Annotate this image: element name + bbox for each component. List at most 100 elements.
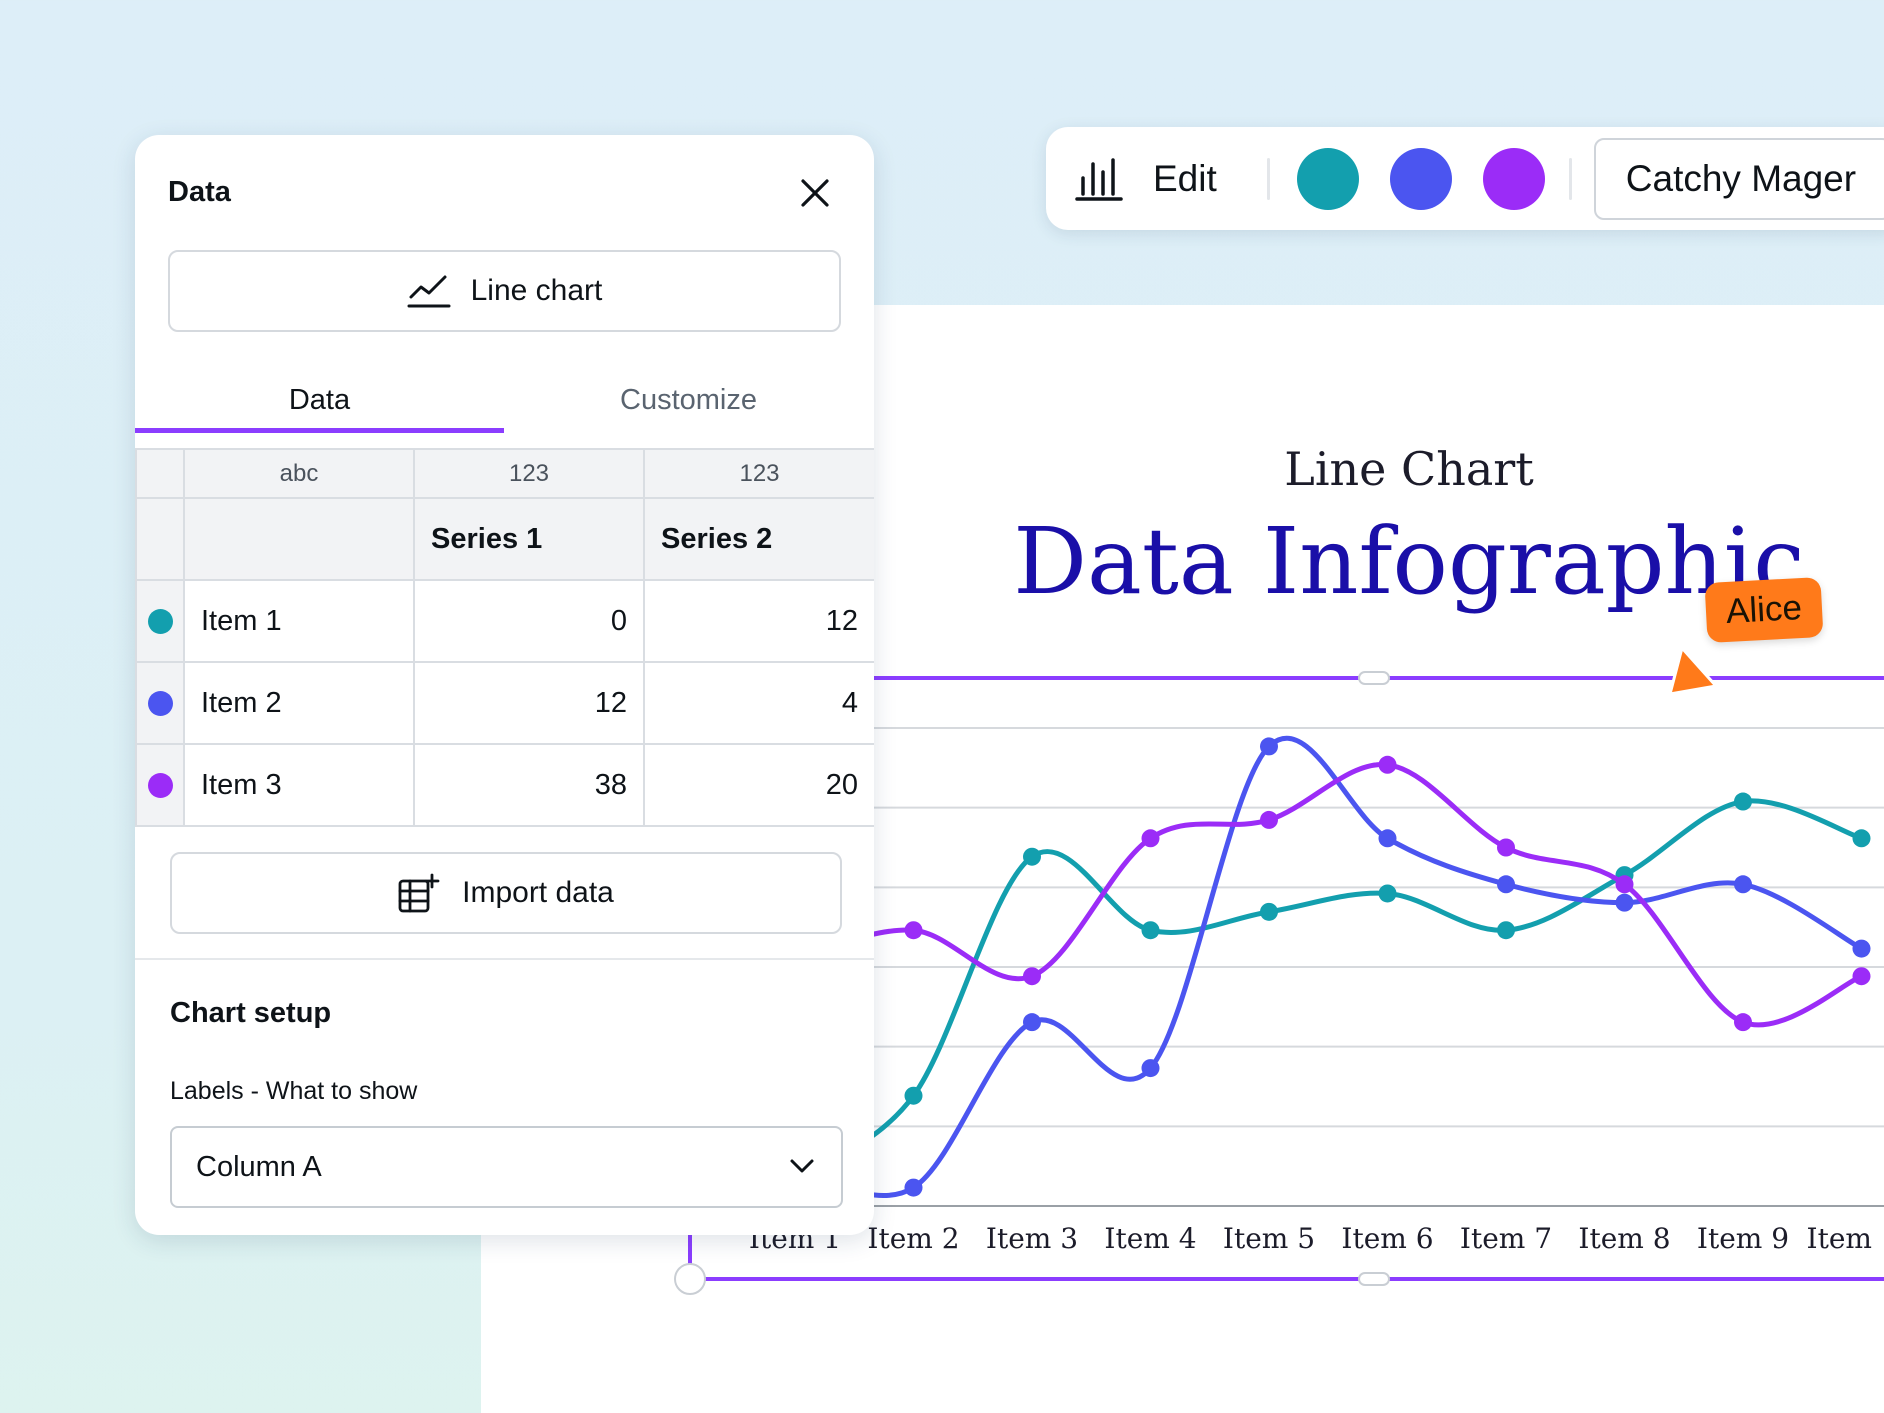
panel-title: Data	[168, 176, 231, 208]
data-point[interactable]	[1260, 810, 1278, 829]
labels-select-value: Column A	[196, 1150, 322, 1183]
x-tick-label: Item 2	[867, 1222, 959, 1255]
x-tick-label: Item 9	[1697, 1222, 1789, 1255]
data-point[interactable]	[1141, 1059, 1160, 1078]
value-cell[interactable]: 20	[643, 743, 874, 827]
chart-type-button[interactable]: Line chart	[168, 250, 841, 332]
row-gutter	[135, 448, 185, 499]
data-point[interactable]	[1260, 902, 1278, 921]
data-point[interactable]	[1734, 792, 1752, 811]
row-label-cell[interactable]: Item 1	[183, 579, 415, 663]
resize-handle-corner[interactable]	[674, 1263, 706, 1295]
header-cell[interactable]	[183, 497, 415, 581]
import-data-label: Import data	[462, 876, 614, 909]
data-point[interactable]	[1497, 921, 1515, 940]
bar-chart-icon	[1075, 157, 1123, 201]
row-label-cell[interactable]: Item 3	[183, 743, 415, 827]
toolbar-divider	[1266, 157, 1270, 200]
data-point[interactable]	[1378, 884, 1397, 903]
color-swatch-teal[interactable]	[1296, 147, 1359, 210]
row-color-cell[interactable]	[135, 579, 185, 663]
table-row: Item 2 12 4	[135, 661, 874, 745]
data-point[interactable]	[1734, 1013, 1752, 1032]
row-color-cell[interactable]	[135, 743, 185, 827]
data-point[interactable]	[1852, 829, 1871, 848]
import-data-button[interactable]: Import data	[170, 852, 842, 934]
data-point[interactable]	[1378, 755, 1397, 774]
row-label-cell[interactable]: Item 2	[183, 661, 415, 745]
column-type-cell[interactable]: 123	[413, 448, 645, 499]
x-tick-label: Item 3	[986, 1222, 1078, 1255]
x-tick-label: Item 8	[1578, 1222, 1670, 1255]
context-toolbar: Edit Catchy Mager	[1046, 127, 1884, 230]
resize-handle-bottom[interactable]	[1358, 1272, 1390, 1286]
data-point[interactable]	[1141, 921, 1160, 940]
data-point[interactable]	[1260, 737, 1278, 756]
edit-label: Edit	[1153, 157, 1217, 199]
series-color-dot	[147, 691, 173, 717]
data-point[interactable]	[1852, 939, 1871, 958]
color-swatch-purple[interactable]	[1482, 147, 1545, 210]
data-point[interactable]	[1023, 847, 1041, 866]
labels-field-label: Labels - What to show	[170, 1077, 418, 1105]
data-point[interactable]	[1497, 875, 1515, 894]
header-row: Series 1 Series 2	[135, 497, 874, 581]
edit-chart-button[interactable]: Edit	[1073, 149, 1217, 209]
x-tick-label: Item 10	[1807, 1222, 1884, 1255]
x-tick-label: Item 6	[1341, 1222, 1433, 1255]
data-point[interactable]	[1023, 967, 1041, 986]
header-cell[interactable]: Series 2	[643, 497, 874, 581]
data-point[interactable]	[1852, 967, 1871, 986]
x-tick-label: Item 7	[1460, 1222, 1552, 1255]
chevron-down-icon	[790, 1159, 814, 1173]
resize-handle-top[interactable]	[1358, 671, 1390, 685]
series-line-1[interactable]	[793, 798, 1863, 1181]
value-cell[interactable]: 12	[643, 579, 874, 663]
chart-setup-heading: Chart setup	[170, 997, 332, 1029]
header-cell[interactable]: Series 1	[413, 497, 645, 581]
data-point[interactable]	[1378, 829, 1397, 848]
chart-subtitle: Line Chart	[1284, 442, 1534, 496]
color-swatch-blue[interactable]	[1389, 147, 1452, 210]
chart-title: Data Infographic	[1013, 508, 1805, 615]
close-icon[interactable]	[795, 173, 835, 213]
value-cell[interactable]: 4	[643, 661, 874, 745]
x-tick-label: Item 5	[1223, 1222, 1315, 1255]
value-cell[interactable]: 38	[413, 743, 645, 827]
series-color-dot	[147, 773, 173, 799]
data-point[interactable]	[1141, 829, 1160, 848]
labels-select[interactable]: Column A	[170, 1126, 843, 1208]
data-panel: Data Line chart Data Customize abc 123 1…	[135, 135, 874, 1235]
data-point[interactable]	[904, 1086, 923, 1105]
section-divider	[135, 958, 874, 960]
data-point[interactable]	[904, 1178, 923, 1197]
series-color-dot	[147, 609, 173, 635]
data-table: abc 123 123 Series 1 Series 2 Item 1 0 1…	[135, 448, 874, 827]
column-type-cell[interactable]: 123	[643, 448, 874, 499]
column-type-cell[interactable]: abc	[183, 448, 415, 499]
data-point[interactable]	[1615, 875, 1634, 894]
font-selector[interactable]: Catchy Mager	[1593, 137, 1884, 220]
row-color-cell[interactable]	[135, 661, 185, 745]
collaborator-name-tag: Alice	[1704, 577, 1824, 643]
tab-data[interactable]: Data	[288, 383, 351, 416]
data-point[interactable]	[1497, 838, 1515, 857]
collaborator-cursor-icon	[1668, 646, 1718, 696]
table-row: Item 1 0 12	[135, 579, 874, 663]
tab-customize[interactable]: Customize	[620, 383, 757, 416]
data-point[interactable]	[904, 921, 923, 940]
value-cell[interactable]: 0	[413, 579, 645, 663]
column-type-row: abc 123 123	[135, 448, 874, 499]
table-import-icon	[398, 873, 440, 913]
series-line-3[interactable]	[794, 762, 1863, 1028]
row-gutter	[135, 497, 185, 581]
active-tab-indicator	[135, 428, 504, 433]
table-row: Item 3 38 20	[135, 743, 874, 827]
data-point[interactable]	[1615, 893, 1634, 912]
data-point[interactable]	[1023, 1013, 1041, 1032]
value-cell[interactable]: 12	[413, 661, 645, 745]
data-point[interactable]	[1734, 875, 1752, 894]
chart-type-label: Line chart	[470, 274, 603, 307]
x-tick-label: Item 4	[1104, 1222, 1196, 1255]
